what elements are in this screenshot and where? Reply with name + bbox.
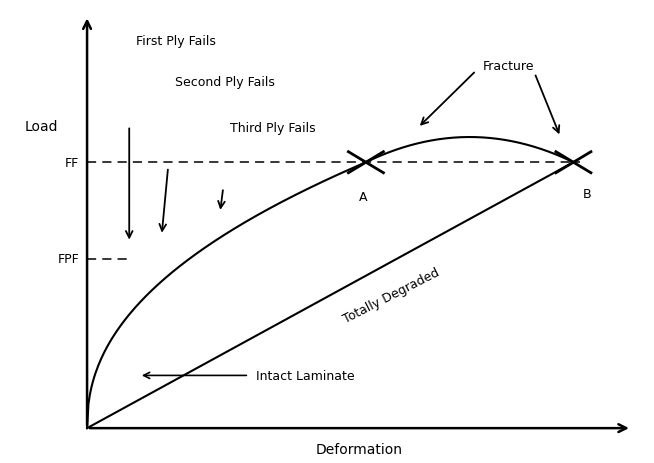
Text: First Ply Fails: First Ply Fails	[136, 35, 216, 48]
Text: A: A	[358, 190, 367, 203]
Text: Fracture: Fracture	[483, 60, 534, 73]
Text: Totally Degraded: Totally Degraded	[341, 266, 442, 325]
Text: Third Ply Fails: Third Ply Fails	[230, 122, 315, 135]
Text: B: B	[583, 188, 592, 201]
Text: FPF: FPF	[58, 252, 79, 265]
Text: Deformation: Deformation	[316, 442, 403, 456]
Text: FF: FF	[65, 156, 79, 169]
Text: Intact Laminate: Intact Laminate	[256, 369, 354, 382]
Text: Second Ply Fails: Second Ply Fails	[175, 76, 275, 89]
Text: Load: Load	[25, 119, 58, 133]
